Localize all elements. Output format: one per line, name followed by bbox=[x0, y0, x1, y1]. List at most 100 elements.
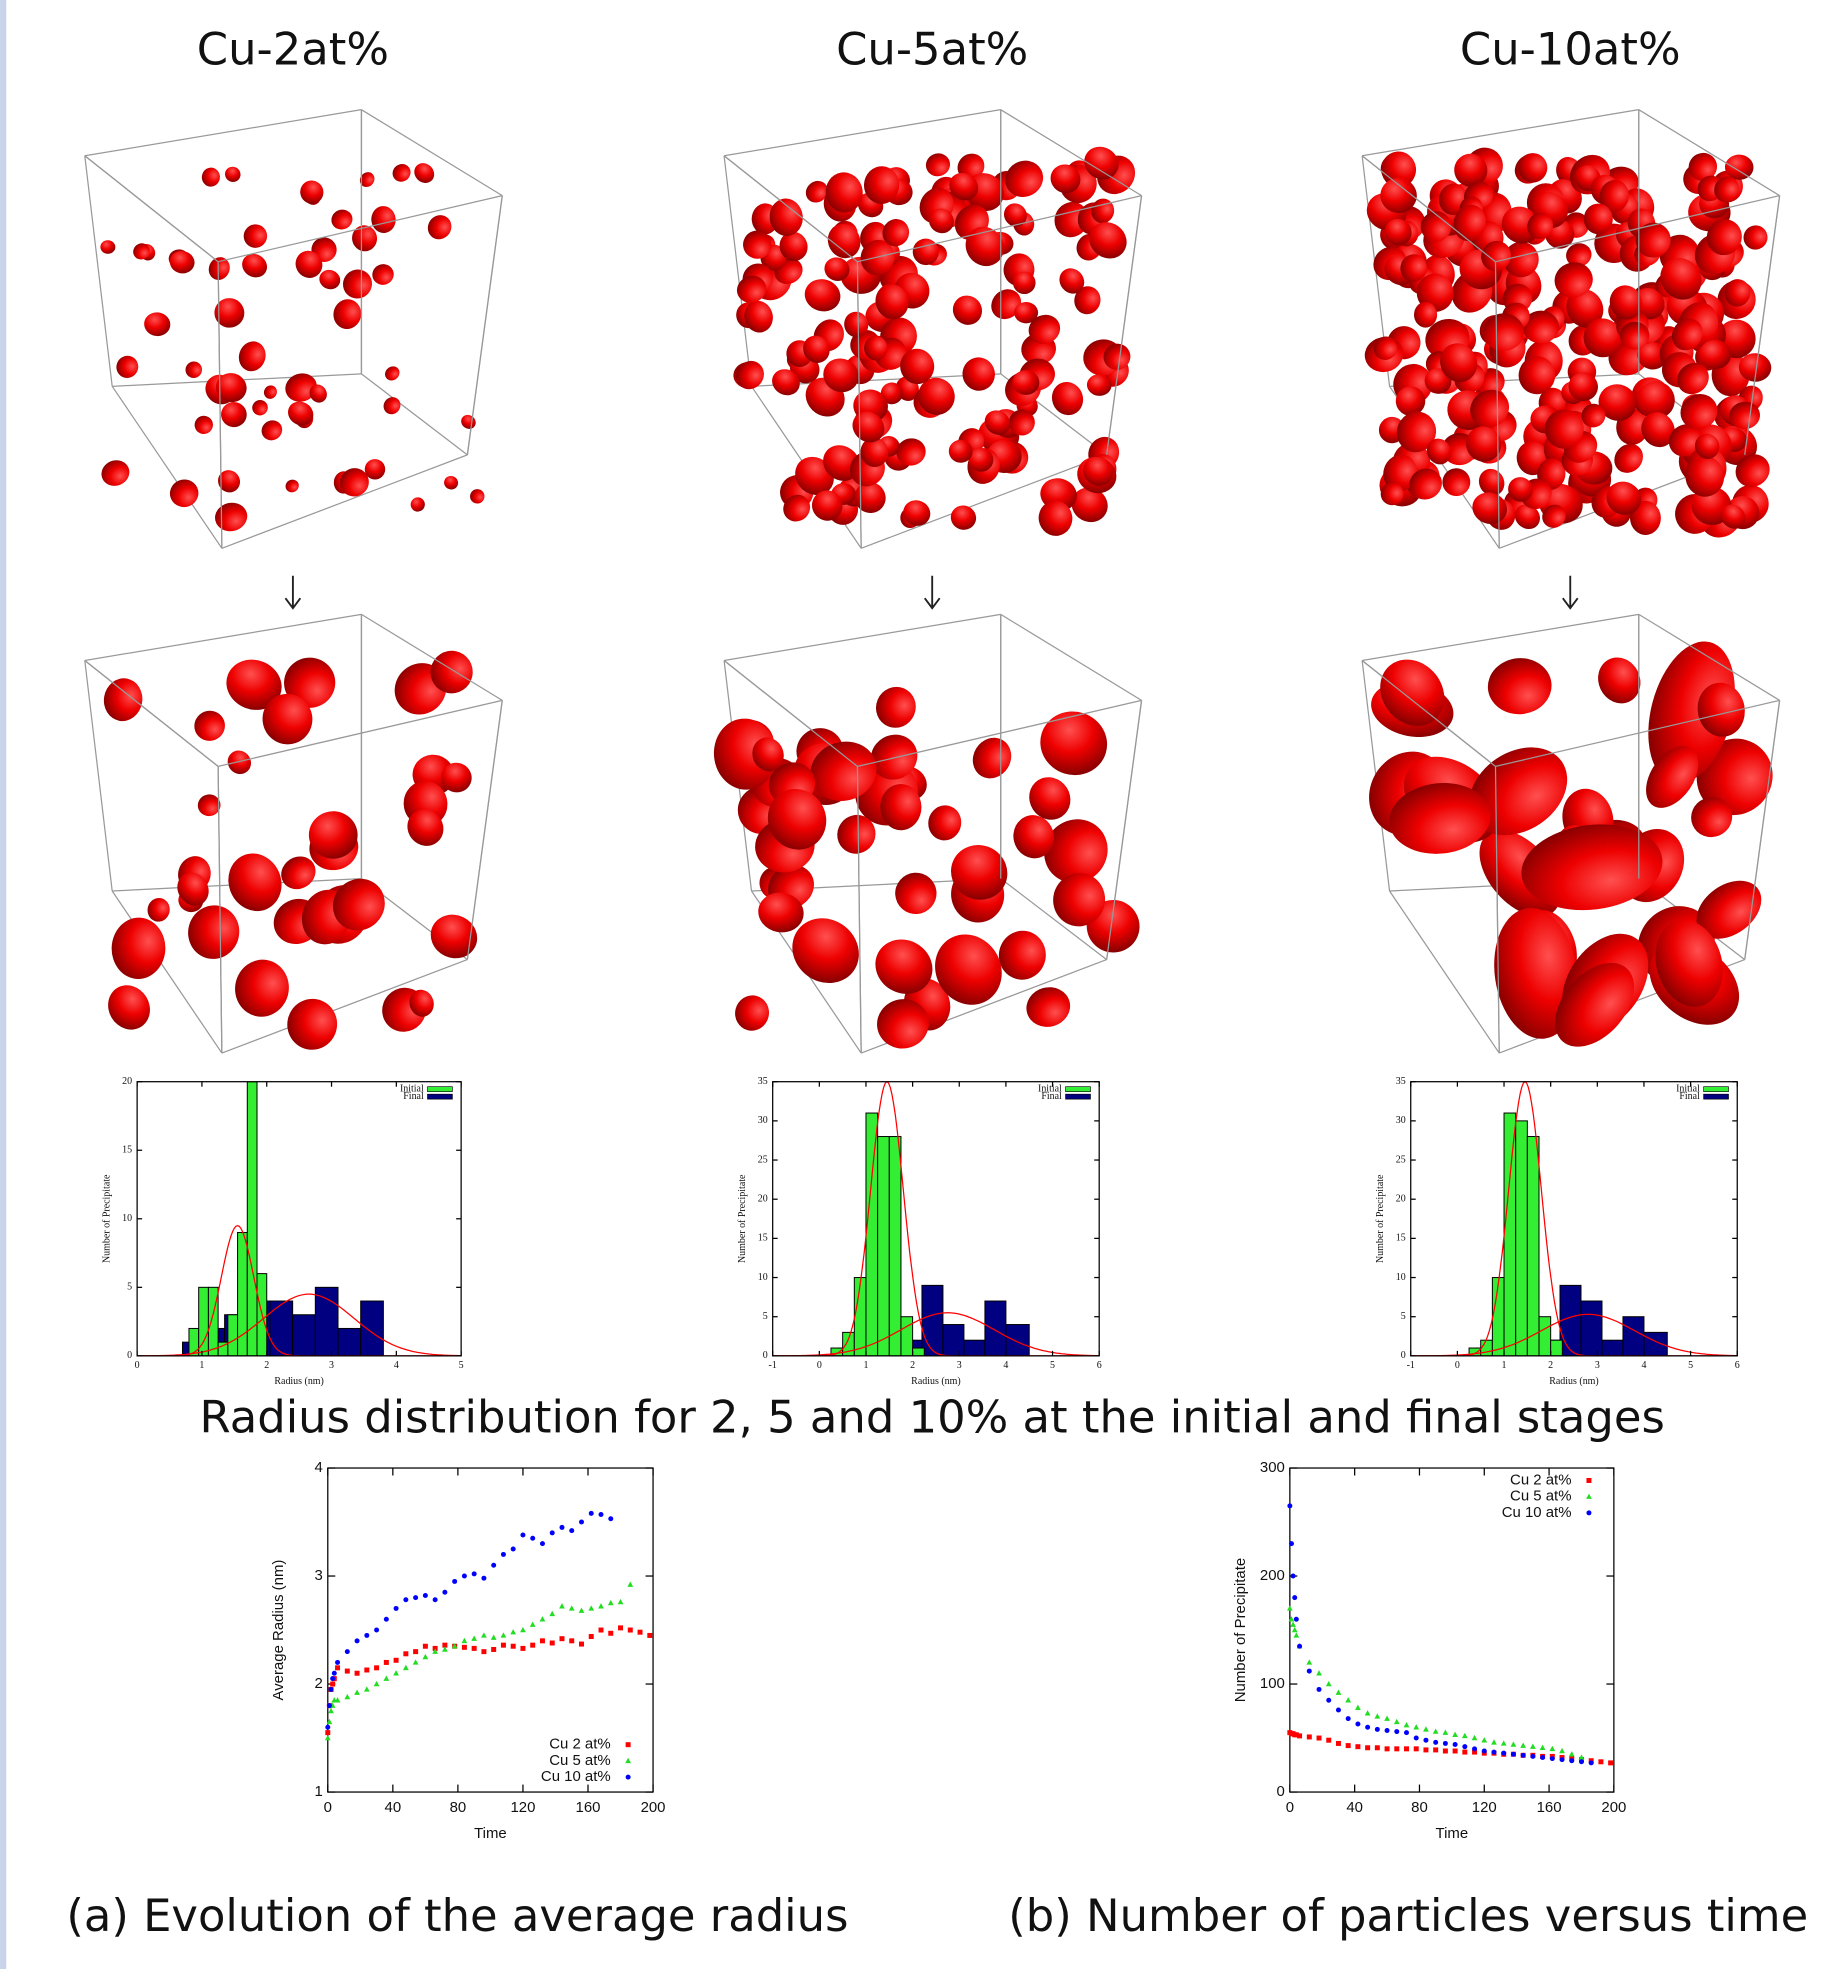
precipitate bbox=[772, 369, 800, 396]
bar bbox=[1005, 1324, 1030, 1356]
precipitate bbox=[1743, 225, 1768, 250]
precipitate bbox=[810, 741, 877, 802]
precipitate bbox=[100, 240, 116, 254]
point bbox=[608, 1516, 614, 1522]
point bbox=[326, 1703, 332, 1709]
point bbox=[1462, 1749, 1468, 1755]
x-tick-label: 6 bbox=[1735, 1360, 1740, 1371]
x-tick-label: 5 bbox=[1050, 1360, 1055, 1371]
x-tick-label: 5 bbox=[459, 1360, 464, 1371]
point bbox=[510, 1546, 516, 1552]
precipitate bbox=[1013, 815, 1055, 859]
precipitate bbox=[1598, 384, 1637, 421]
legend-swatch bbox=[1703, 1093, 1729, 1100]
precipitate bbox=[1440, 343, 1478, 383]
point bbox=[549, 1530, 555, 1536]
precipitate bbox=[225, 166, 241, 182]
point bbox=[1306, 1659, 1313, 1665]
y-tick-label: 20 bbox=[122, 1076, 132, 1087]
precipitate bbox=[261, 420, 283, 441]
point bbox=[520, 1626, 526, 1633]
cube-edge bbox=[1362, 613, 1639, 662]
precipitate bbox=[1396, 411, 1437, 453]
point bbox=[1586, 1510, 1592, 1516]
precipitate bbox=[470, 489, 485, 504]
precipitate bbox=[101, 460, 130, 486]
precipitate bbox=[1074, 286, 1101, 315]
precipitate bbox=[965, 226, 1004, 267]
subcaption: (a) Evolution of the average radius bbox=[66, 1889, 848, 1942]
y-tick-label: 10 bbox=[1396, 1272, 1406, 1283]
precipitate bbox=[803, 335, 830, 363]
precipitate bbox=[111, 917, 166, 979]
precipitate bbox=[285, 373, 317, 402]
precipitate bbox=[1380, 482, 1404, 506]
precipitate bbox=[1599, 179, 1629, 213]
precipitate bbox=[1005, 160, 1044, 197]
precipitate bbox=[900, 348, 935, 384]
point bbox=[442, 1642, 448, 1648]
precipitate bbox=[430, 914, 478, 959]
point bbox=[1452, 1731, 1458, 1738]
y-tick-label: 5 bbox=[763, 1311, 768, 1322]
x-tick-label: 0 bbox=[1286, 1799, 1294, 1816]
point bbox=[559, 1524, 565, 1530]
bar bbox=[314, 1286, 339, 1356]
y-tick-label: 3 bbox=[314, 1567, 322, 1584]
point bbox=[1365, 1724, 1371, 1730]
point bbox=[461, 1573, 467, 1579]
point bbox=[491, 1646, 497, 1652]
point bbox=[1365, 1745, 1371, 1751]
cube-edge bbox=[1744, 195, 1781, 455]
point bbox=[1462, 1744, 1468, 1750]
cube-edge bbox=[217, 766, 223, 1054]
precipitate bbox=[1469, 747, 1568, 836]
y-axis-label: Number of Precipitate bbox=[1232, 1558, 1249, 1702]
point bbox=[617, 1598, 624, 1605]
precipitate bbox=[208, 257, 230, 281]
precipitate bbox=[1691, 797, 1733, 838]
cube-edge bbox=[723, 155, 858, 263]
legend-swatch bbox=[1065, 1093, 1091, 1100]
precipitate bbox=[962, 357, 995, 391]
point bbox=[1442, 1740, 1448, 1746]
precipitate bbox=[410, 497, 425, 512]
point bbox=[608, 1630, 614, 1636]
point bbox=[1384, 1715, 1390, 1721]
point bbox=[1288, 1616, 1295, 1622]
plot-frame bbox=[1289, 1467, 1615, 1793]
point bbox=[1374, 1713, 1381, 1719]
point bbox=[1452, 1748, 1458, 1754]
cube-edge bbox=[361, 109, 503, 197]
cube-edge bbox=[84, 659, 219, 767]
point bbox=[1291, 1626, 1298, 1633]
point bbox=[559, 1636, 565, 1642]
point bbox=[579, 1519, 584, 1525]
precipitate bbox=[1487, 658, 1552, 715]
precipitate bbox=[331, 209, 353, 230]
x-tick-label: 0 bbox=[1455, 1360, 1460, 1371]
precipitate bbox=[1632, 288, 1665, 320]
bar bbox=[912, 1347, 925, 1356]
precipitate bbox=[285, 479, 299, 493]
point bbox=[364, 1667, 370, 1673]
precipitate bbox=[144, 312, 171, 337]
precipitate bbox=[1054, 201, 1089, 238]
precipitate bbox=[1614, 443, 1643, 473]
precipitate bbox=[364, 459, 386, 480]
point bbox=[1355, 1704, 1361, 1711]
point bbox=[627, 1627, 633, 1633]
point bbox=[1297, 1733, 1303, 1739]
precipitate bbox=[1518, 153, 1548, 183]
bar bbox=[1491, 1277, 1505, 1356]
bar bbox=[1559, 1284, 1582, 1356]
point bbox=[1394, 1746, 1400, 1752]
precipitate bbox=[1373, 336, 1398, 360]
precipitate bbox=[215, 373, 247, 403]
precipitate bbox=[875, 686, 916, 728]
precipitate bbox=[1697, 682, 1745, 737]
precipitate bbox=[1003, 203, 1027, 227]
precipitate bbox=[1091, 198, 1115, 224]
precipitate bbox=[1680, 394, 1718, 430]
precipitate bbox=[1696, 880, 1762, 939]
